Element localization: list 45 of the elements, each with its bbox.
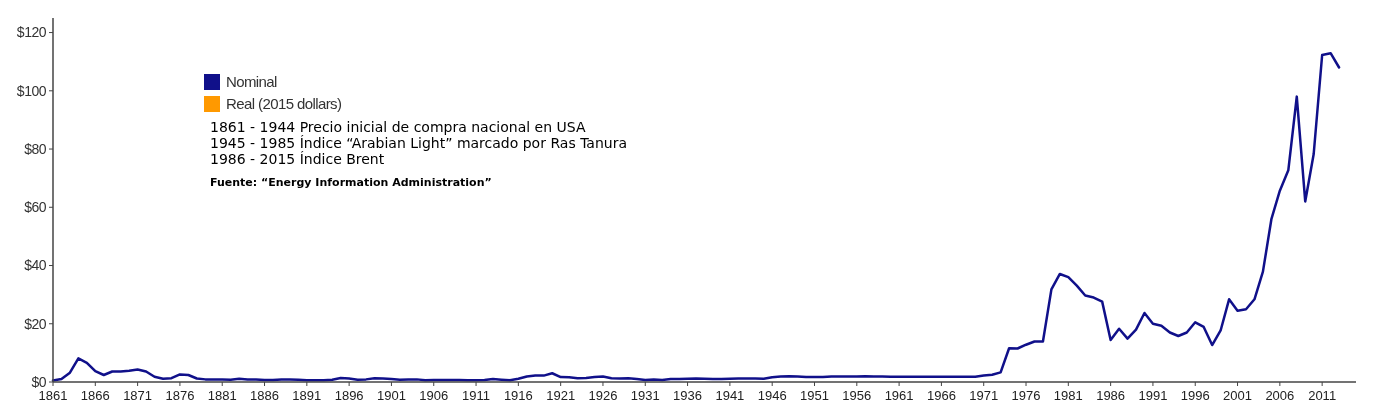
y-tick-label: $120 bbox=[16, 24, 47, 41]
x-tick-label: 1951 bbox=[800, 388, 829, 403]
x-tick-label: 2001 bbox=[1223, 388, 1253, 403]
x-tick-label: 1996 bbox=[1180, 388, 1210, 403]
x-tick-label: 1986 bbox=[1096, 388, 1126, 403]
x-tick-label: 2011 bbox=[1308, 388, 1337, 403]
annotation: 1986 - 2015 Índice Brent bbox=[210, 151, 385, 167]
x-tick-label: 1916 bbox=[503, 388, 533, 403]
y-tick-label: $80 bbox=[24, 140, 47, 157]
x-tick-label: 1971 bbox=[969, 388, 999, 403]
x-tick-label: 1941 bbox=[715, 388, 745, 403]
y-tick-label: $40 bbox=[24, 257, 47, 274]
x-tick-label: 1926 bbox=[588, 388, 618, 403]
x-tick-label: 1886 bbox=[250, 388, 279, 403]
x-tick-label: 1936 bbox=[673, 388, 703, 403]
x-tick-label: 1956 bbox=[842, 388, 872, 403]
annotation: 1945 - 1985 Índice “Arabian Light” marcado por Ras Tanura bbox=[210, 135, 628, 151]
legend-label: Real (2015 dollars) bbox=[226, 95, 342, 113]
x-tick-label: 1871 bbox=[123, 388, 153, 403]
x-tick-label: 1981 bbox=[1053, 388, 1083, 403]
annotation: 1861 - 1944 Precio inicial de compra nacional en USA bbox=[210, 119, 586, 135]
x-tick-label: 1906 bbox=[419, 388, 449, 403]
x-tick-label: 1976 bbox=[1011, 388, 1041, 403]
y-tick-label: $0 bbox=[31, 373, 47, 390]
x-tick-label: 1931 bbox=[630, 388, 660, 403]
x-tick-label: 1961 bbox=[884, 388, 914, 403]
x-tick-label: 1911 bbox=[462, 388, 491, 403]
x-tick-label: 1896 bbox=[334, 388, 364, 403]
y-tick-label: $100 bbox=[16, 82, 47, 99]
x-tick-label: 1876 bbox=[165, 388, 195, 403]
x-tick-label: 1891 bbox=[292, 388, 322, 403]
x-tick-label: 1966 bbox=[926, 388, 956, 403]
annotation: Fuente: “Energy Information Administration” bbox=[210, 176, 492, 189]
y-tick-label: $20 bbox=[24, 315, 47, 332]
x-tick-label: 1946 bbox=[757, 388, 787, 403]
x-tick-label: 1901 bbox=[376, 388, 406, 403]
line-series bbox=[51, 51, 1341, 382]
x-tick-label: 2006 bbox=[1265, 388, 1295, 403]
x-tick-label: 1881 bbox=[207, 388, 237, 403]
x-tick-label: 1921 bbox=[546, 388, 576, 403]
x-tick-label: 1991 bbox=[1138, 388, 1168, 403]
y-tick-label: $60 bbox=[24, 199, 47, 216]
x-tick-label: 1861 bbox=[38, 388, 68, 403]
x-tick-label: 1866 bbox=[80, 388, 110, 403]
legend-label: Nominal bbox=[226, 73, 278, 91]
